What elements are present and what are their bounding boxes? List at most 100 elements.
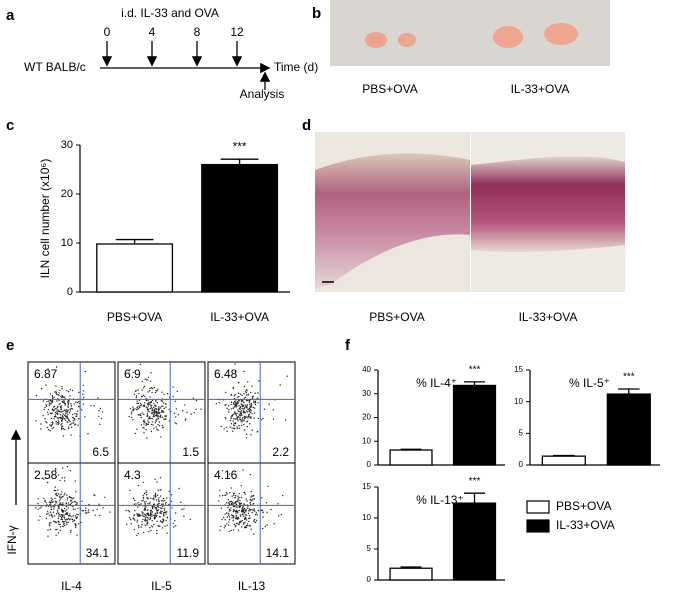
- event-dot: [253, 509, 255, 511]
- event-dot: [156, 481, 158, 483]
- event-dot: [255, 512, 257, 514]
- event-dot: [143, 432, 145, 434]
- y-tick-label: 10: [362, 436, 371, 445]
- event-dot: [61, 491, 63, 493]
- event-dot: [39, 515, 41, 517]
- event-dot: [57, 419, 59, 421]
- event-dot: [185, 418, 187, 420]
- event-dot: [145, 379, 148, 381]
- event-dot: [63, 418, 66, 420]
- event-dot: [238, 505, 241, 508]
- event-dot: [145, 491, 147, 494]
- event-dot: [99, 423, 101, 426]
- event-dot: [98, 503, 100, 505]
- event-dot: [63, 517, 66, 519]
- event-dot: [73, 403, 75, 405]
- event-dot: [146, 521, 149, 523]
- event-dot: [55, 529, 57, 531]
- event-dot: [157, 388, 159, 390]
- event-dot: [143, 492, 146, 495]
- event-dot: [61, 509, 64, 512]
- event-dot: [242, 416, 244, 419]
- event-dot: [250, 490, 252, 493]
- event-dot: [239, 414, 242, 417]
- event-dot: [237, 402, 240, 404]
- event-dot: [234, 404, 237, 407]
- event-dot: [162, 405, 164, 407]
- event-dot: [165, 513, 167, 515]
- error-bar: [400, 566, 422, 569]
- event-dot: [268, 403, 270, 405]
- event-dot: [163, 407, 165, 410]
- event-dot: [164, 525, 166, 527]
- event-dot: [165, 403, 167, 406]
- event-dot: [52, 397, 54, 399]
- event-dot: [246, 416, 248, 418]
- event-dot: [74, 424, 76, 426]
- event-dot: [69, 518, 71, 520]
- event-dot: [54, 497, 56, 499]
- event-dot: [245, 437, 248, 439]
- event-dot: [234, 404, 236, 406]
- event-dot: [37, 508, 39, 511]
- event-dot: [163, 393, 165, 396]
- event-dot: [139, 414, 142, 417]
- event-dot: [72, 521, 74, 523]
- event-dot: [147, 518, 149, 520]
- event-dot: [147, 379, 149, 381]
- event-dot: [131, 416, 133, 419]
- event-dot: [149, 514, 151, 517]
- event-dot: [237, 516, 239, 518]
- event-dot: [228, 530, 231, 532]
- event-dot: [219, 495, 221, 497]
- event-dot: [151, 391, 153, 394]
- event-dot: [142, 387, 145, 389]
- event-dot: [175, 423, 177, 425]
- error-bar: [618, 388, 640, 395]
- event-dot: [70, 407, 73, 410]
- bar: [389, 567, 433, 581]
- tissue: [471, 156, 625, 253]
- event-dot: [48, 514, 50, 516]
- quadrant-value: 6.87: [34, 367, 58, 381]
- event-dot: [189, 518, 192, 520]
- day-label: 12: [230, 25, 244, 39]
- event-dot: [154, 391, 157, 394]
- event-dot: [254, 407, 256, 409]
- event-dot: [215, 403, 217, 405]
- event-dot: [153, 514, 155, 517]
- event-dot: [228, 512, 230, 515]
- event-dot: [239, 514, 241, 516]
- event-dot: [250, 417, 252, 419]
- event-dot: [158, 421, 161, 423]
- chart-title: % IL-5⁺: [569, 376, 610, 390]
- event-dot: [232, 492, 235, 495]
- event-dot: [70, 497, 73, 499]
- event-dot: [132, 406, 134, 408]
- event-dot: [45, 405, 48, 407]
- event-dot: [154, 412, 156, 415]
- event-dot: [138, 392, 140, 395]
- event-dot: [238, 414, 240, 416]
- y-tick-label: 0: [367, 460, 372, 469]
- event-dot: [242, 522, 245, 524]
- event-dot: [235, 495, 237, 497]
- event-dot: [132, 408, 135, 410]
- event-dot: [219, 489, 221, 491]
- event-dot: [58, 399, 60, 402]
- event-dot: [64, 410, 66, 412]
- y-axis-label: ILN cell number (x10⁶): [38, 159, 52, 279]
- event-dot: [143, 419, 145, 421]
- event-dot: [245, 514, 248, 516]
- event-dot: [146, 513, 148, 515]
- event-dot: [151, 507, 154, 510]
- event-dot: [137, 514, 139, 516]
- event-dot: [284, 419, 287, 421]
- event-dot: [61, 388, 63, 390]
- event-dot: [137, 406, 139, 408]
- event-dot: [82, 403, 85, 405]
- event-dot: [233, 523, 236, 526]
- flow-x-label: IL-4: [61, 579, 82, 593]
- event-dot: [82, 384, 85, 387]
- event-dot: [175, 512, 177, 514]
